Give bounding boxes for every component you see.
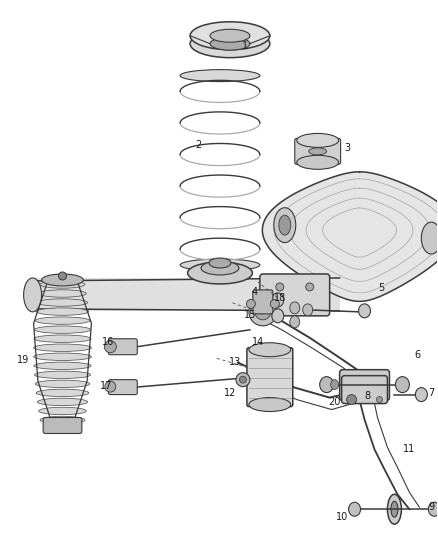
Ellipse shape [236, 373, 250, 386]
Polygon shape [262, 172, 438, 301]
Ellipse shape [297, 133, 339, 148]
FancyBboxPatch shape [342, 376, 388, 403]
Text: 8: 8 [364, 391, 371, 401]
Ellipse shape [309, 148, 327, 155]
Text: 11: 11 [403, 445, 416, 455]
Ellipse shape [34, 335, 91, 342]
Ellipse shape [209, 258, 231, 268]
Ellipse shape [359, 304, 371, 318]
Ellipse shape [180, 70, 260, 82]
FancyBboxPatch shape [247, 348, 293, 407]
Ellipse shape [37, 299, 88, 306]
Ellipse shape [297, 155, 339, 169]
Ellipse shape [36, 308, 89, 316]
Ellipse shape [34, 353, 92, 360]
Text: 2: 2 [195, 140, 201, 150]
FancyBboxPatch shape [253, 290, 273, 314]
Ellipse shape [24, 278, 42, 312]
Ellipse shape [349, 502, 360, 516]
Ellipse shape [290, 302, 300, 314]
Ellipse shape [331, 379, 339, 390]
Text: 13: 13 [229, 357, 241, 367]
Ellipse shape [39, 290, 86, 297]
Text: 12: 12 [224, 387, 236, 398]
Text: 18: 18 [274, 293, 286, 303]
Text: 14: 14 [252, 337, 264, 347]
Ellipse shape [279, 215, 291, 235]
Text: 9: 9 [428, 502, 434, 512]
Text: 4: 4 [252, 287, 258, 297]
Circle shape [306, 283, 314, 291]
Ellipse shape [270, 300, 279, 309]
Text: 15: 15 [244, 310, 256, 320]
Text: 17: 17 [100, 381, 113, 391]
Ellipse shape [240, 376, 247, 383]
Text: 7: 7 [428, 387, 434, 398]
Ellipse shape [210, 37, 250, 50]
Text: 3: 3 [345, 143, 351, 154]
Ellipse shape [210, 29, 250, 42]
FancyBboxPatch shape [108, 379, 137, 394]
FancyBboxPatch shape [43, 417, 82, 433]
Ellipse shape [37, 398, 88, 406]
Ellipse shape [190, 22, 270, 50]
Ellipse shape [35, 326, 91, 333]
Ellipse shape [388, 494, 401, 524]
Ellipse shape [35, 317, 90, 324]
FancyBboxPatch shape [108, 339, 137, 355]
Ellipse shape [249, 343, 291, 357]
FancyBboxPatch shape [339, 370, 389, 401]
Ellipse shape [428, 502, 438, 516]
Ellipse shape [249, 298, 277, 326]
Text: 10: 10 [336, 512, 348, 522]
Ellipse shape [35, 380, 90, 387]
Ellipse shape [272, 293, 284, 307]
Ellipse shape [391, 501, 398, 517]
Ellipse shape [35, 371, 91, 378]
Text: 16: 16 [102, 337, 114, 347]
Text: 20: 20 [328, 397, 341, 407]
Ellipse shape [180, 259, 260, 271]
Ellipse shape [303, 304, 313, 316]
Circle shape [59, 272, 67, 280]
Ellipse shape [40, 281, 85, 288]
Circle shape [276, 283, 284, 291]
Ellipse shape [39, 407, 86, 415]
Text: 6: 6 [414, 350, 420, 360]
Ellipse shape [42, 274, 83, 286]
Ellipse shape [36, 389, 89, 397]
Ellipse shape [421, 222, 438, 254]
Ellipse shape [272, 309, 284, 323]
Circle shape [105, 381, 116, 392]
Ellipse shape [201, 261, 239, 275]
Text: 1: 1 [242, 41, 248, 51]
Ellipse shape [247, 300, 255, 309]
Text: 5: 5 [378, 283, 385, 293]
Ellipse shape [255, 304, 271, 320]
Ellipse shape [190, 30, 270, 58]
Ellipse shape [34, 344, 92, 351]
Circle shape [377, 397, 382, 402]
Ellipse shape [249, 398, 291, 411]
Ellipse shape [40, 416, 85, 424]
Ellipse shape [396, 377, 410, 393]
Ellipse shape [290, 316, 300, 328]
Ellipse shape [34, 362, 91, 369]
Ellipse shape [320, 377, 334, 393]
Ellipse shape [415, 387, 427, 401]
FancyBboxPatch shape [260, 274, 330, 316]
Circle shape [104, 341, 117, 353]
Circle shape [346, 394, 357, 405]
Ellipse shape [187, 262, 252, 284]
FancyBboxPatch shape [32, 278, 339, 311]
Ellipse shape [274, 208, 296, 243]
Text: 19: 19 [17, 354, 29, 365]
FancyBboxPatch shape [295, 139, 341, 164]
